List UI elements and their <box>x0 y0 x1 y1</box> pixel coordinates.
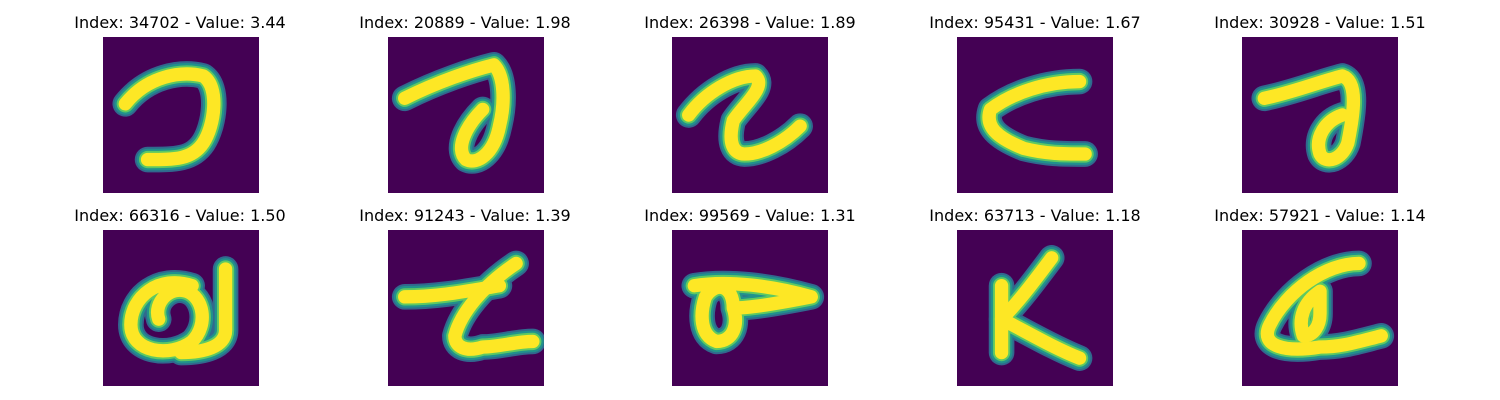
digit-stroke <box>982 74 1092 161</box>
sample-image <box>957 37 1113 193</box>
digit-stroke <box>687 276 818 349</box>
digit-stroke <box>124 276 209 358</box>
sample-image <box>388 37 544 193</box>
open-angle-glyph <box>957 37 1113 193</box>
sample-image <box>103 230 259 386</box>
digit-stroke <box>398 58 510 168</box>
reversed-c-glyph <box>103 37 259 193</box>
a-shape-glyph <box>103 230 259 386</box>
sample-title: Index: 99569 - Value: 1.31 <box>644 206 856 225</box>
sample-title: Index: 20889 - Value: 1.98 <box>359 13 571 32</box>
digit-stroke <box>1257 69 1361 167</box>
sample-image <box>1242 230 1398 386</box>
digit-stroke <box>682 69 807 161</box>
loop-stroke-glyph <box>388 37 544 193</box>
digit-stroke <box>174 262 233 360</box>
sample-image <box>103 37 259 193</box>
sample-image <box>388 230 544 386</box>
digit-stroke <box>1260 256 1388 356</box>
sample-title: Index: 57921 - Value: 1.14 <box>1214 206 1426 225</box>
sample-image <box>672 37 828 193</box>
sample-title: Index: 30928 - Value: 1.51 <box>1214 13 1426 32</box>
sample-title: Index: 26398 - Value: 1.89 <box>644 13 856 32</box>
digit-stroke <box>448 256 540 356</box>
z-like-glyph <box>388 230 544 386</box>
sample-image <box>957 230 1113 386</box>
loop-stroke-glyph <box>1242 37 1398 193</box>
sample-image <box>672 230 828 386</box>
digit-stroke <box>1294 284 1327 343</box>
k-shape-glyph <box>957 230 1113 386</box>
sample-title: Index: 66316 - Value: 1.50 <box>74 206 286 225</box>
r-shape-glyph <box>672 37 828 193</box>
digit-stroke <box>118 67 221 167</box>
sample-title: Index: 91243 - Value: 1.39 <box>359 206 571 225</box>
sample-image <box>1242 37 1398 193</box>
digit-stroke <box>994 251 1087 365</box>
sample-title: Index: 63713 - Value: 1.18 <box>929 206 1141 225</box>
loop-pointer-glyph <box>672 230 828 386</box>
a-curl-glyph <box>1242 230 1398 386</box>
sample-title: Index: 95431 - Value: 1.67 <box>929 13 1141 32</box>
sample-title: Index: 34702 - Value: 3.44 <box>74 13 286 32</box>
